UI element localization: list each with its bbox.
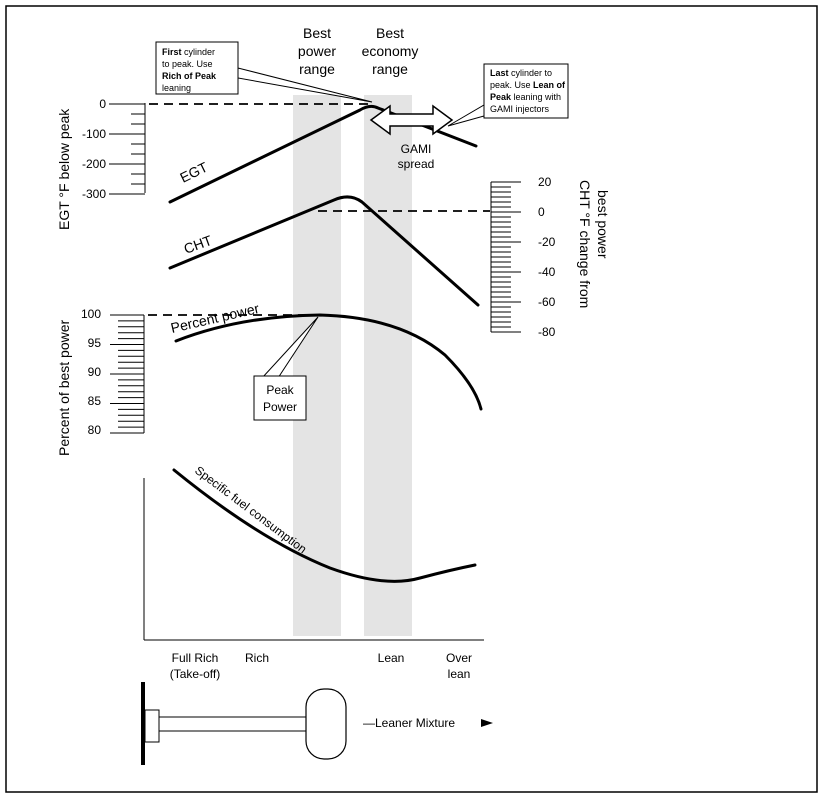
- svg-text:-20: -20: [538, 235, 556, 249]
- svg-text:GAMI: GAMI: [401, 142, 432, 156]
- svg-text:100: 100: [81, 307, 101, 321]
- svg-text:Peak: Peak: [266, 383, 294, 397]
- mixture-control-illustration: —Leaner Mixture: [141, 682, 493, 765]
- svg-text:90: 90: [88, 365, 102, 379]
- svg-text:-80: -80: [538, 325, 556, 339]
- percent-power-label: Percent power: [169, 300, 261, 336]
- svg-text:Rich: Rich: [245, 651, 269, 665]
- percent-power-curve: [174, 313, 483, 411]
- svg-text:-300: -300: [82, 187, 106, 201]
- best-power-title: Best power range: [298, 25, 336, 77]
- svg-text:-40: -40: [538, 265, 556, 279]
- sfc-curve: [172, 468, 477, 583]
- svg-text:Best: Best: [303, 25, 331, 41]
- svg-text:leaning: leaning: [162, 83, 191, 93]
- svg-text:95: 95: [88, 336, 102, 350]
- gami-spread-arrow: GAMI spread: [369, 104, 454, 171]
- last-cylinder-callout: Last cylinder to peak. Use Lean of Peak …: [447, 63, 569, 127]
- cht-axis-label: CHT °F change from: [577, 180, 593, 308]
- peak-power-callout: Peak Power: [253, 316, 319, 421]
- egt-curve-label: EGT: [177, 159, 210, 186]
- svg-text:Power: Power: [263, 400, 297, 414]
- svg-text:First cylinder: First cylinder: [162, 47, 215, 57]
- svg-text:best power: best power: [595, 190, 611, 259]
- svg-text:Full Rich: Full Rich: [172, 651, 219, 665]
- egt-curve: [168, 104, 478, 204]
- svg-text:20: 20: [538, 175, 552, 189]
- svg-text:Rich of Peak: Rich of Peak: [162, 71, 217, 81]
- svg-text:Peak leaning with: Peak leaning with: [490, 92, 561, 102]
- svg-text:to peak. Use: to peak. Use: [162, 59, 213, 69]
- best-power-band: [293, 95, 341, 636]
- outer-frame: [5, 5, 818, 793]
- power-axis: 100 95 90 85 80 Percent of best power: [56, 307, 145, 456]
- svg-text:(Take-off): (Take-off): [170, 667, 220, 681]
- egt-axis-label: EGT °F below peak: [56, 108, 72, 230]
- best-economy-title: Best economy range: [362, 25, 419, 77]
- cht-curve: [168, 195, 480, 307]
- egt-axis: 0 -100 -200 -300 EGT °F below peak: [56, 97, 146, 230]
- svg-text:0: 0: [538, 205, 545, 219]
- svg-text:Over: Over: [446, 651, 472, 665]
- leaner-mixture-label: —Leaner Mixture: [363, 716, 455, 730]
- svg-text:spread: spread: [398, 157, 435, 171]
- cht-axis: 20 0 -20 -40 -60 -80 CHT °F change from …: [490, 175, 611, 339]
- best-economy-band: [364, 95, 412, 636]
- sfc-curve-label: Specific fuel consumption: [192, 463, 309, 556]
- svg-text:85: 85: [88, 394, 102, 408]
- svg-text:range: range: [372, 61, 408, 77]
- svg-text:-100: -100: [82, 127, 106, 141]
- svg-text:lean: lean: [448, 667, 471, 681]
- svg-text:economy: economy: [362, 43, 419, 59]
- mixture-labels: Full Rich (Take-off) Rich Lean Over lean: [170, 651, 472, 681]
- power-axis-label: Percent of best power: [56, 319, 72, 456]
- svg-text:Last cylinder to: Last cylinder to: [490, 68, 552, 78]
- svg-text:80: 80: [88, 423, 102, 437]
- svg-text:Best: Best: [376, 25, 404, 41]
- svg-text:range: range: [299, 61, 335, 77]
- first-cylinder-callout: First cylinder to peak. Use Rich of Peak…: [155, 41, 373, 103]
- sfc-plot-axes: [143, 478, 484, 641]
- svg-text:-200: -200: [82, 157, 106, 171]
- svg-text:Lean: Lean: [378, 651, 405, 665]
- svg-text:0: 0: [99, 97, 106, 111]
- leaner-mixture-arrowhead: [481, 719, 493, 727]
- mixture-knob: [305, 688, 347, 760]
- svg-text:power: power: [298, 43, 336, 59]
- svg-text:GAMI injectors: GAMI injectors: [490, 104, 550, 114]
- svg-text:-60: -60: [538, 295, 556, 309]
- svg-text:peak. Use Lean of: peak. Use Lean of: [490, 80, 566, 90]
